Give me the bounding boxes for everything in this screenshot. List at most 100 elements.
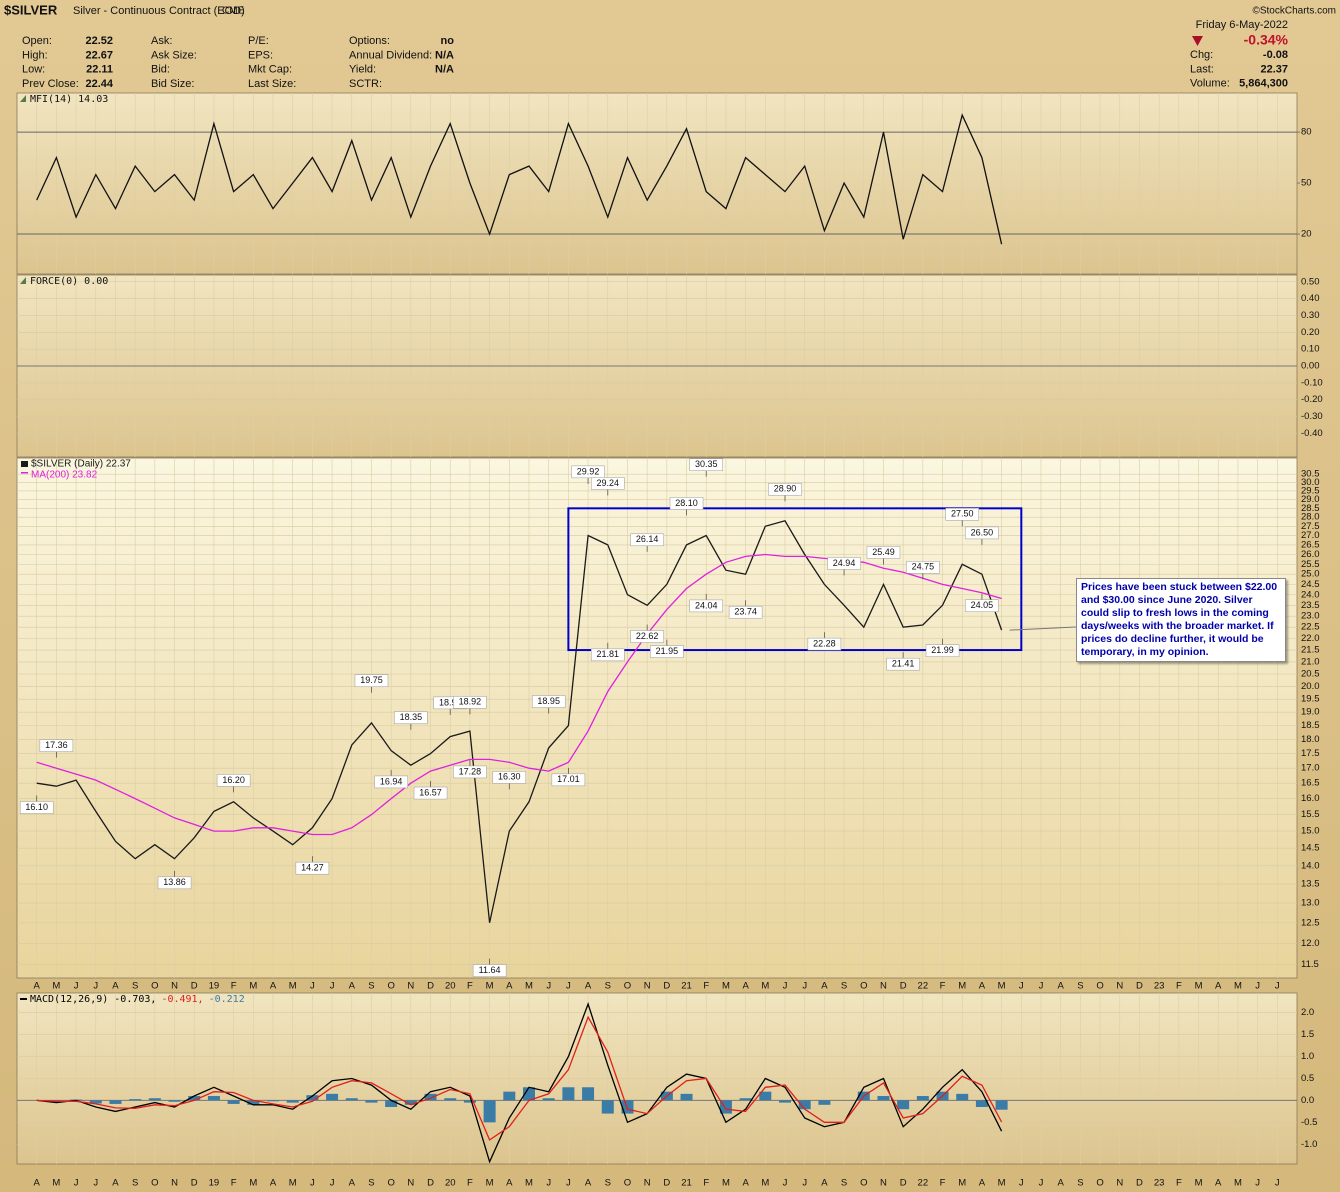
histogram-bar [326,1093,339,1101]
y-tick-label: 15.0 [1301,826,1320,837]
x-tick-label: J [566,1178,571,1189]
annotation-label: 21.95 [656,646,679,656]
annotation-label: 24.05 [971,600,994,610]
annotation-label: 16.57 [419,787,442,797]
histogram-bar [562,1087,575,1101]
x-tick-label: J [330,981,335,992]
x-tick-label: O [151,981,158,992]
x-tick-label: M [1234,981,1242,992]
annotation-box [492,771,527,784]
x-tick-label: J [783,1178,788,1189]
x-tick-label: N [1116,981,1123,992]
legend-swatch [20,998,27,1000]
quote-label: Yield: [349,64,376,76]
x-tick-label: M [958,981,966,992]
x-tick-label: M [761,981,769,992]
annotation-box [965,599,999,612]
x-tick-label: S [368,981,374,992]
x-tick-label: D [191,1178,198,1189]
credit: ©StockCharts.com [1252,6,1336,17]
x-tick-label: A [34,1178,41,1189]
histogram-bar [897,1100,910,1110]
annotation-box [807,637,842,651]
subtitle: Silver - Continuous Contract (EOD) [73,5,245,17]
annotation-box [866,546,901,559]
x-tick-label: O [624,981,631,992]
annotation-box [768,483,802,496]
annotation-box [630,533,664,547]
annotation-label: 16.30 [498,772,521,782]
x-tick-label: N [1116,1178,1123,1189]
annotation-box [689,599,723,613]
x-tick-label: J [1275,981,1280,992]
x-tick-label: J [1255,1178,1260,1189]
x-tick-label: J [546,1178,551,1189]
x-tick-label: M [722,981,730,992]
annotation-label: 26.14 [636,534,659,544]
annotation-box [650,645,684,658]
annotation-label: 23.74 [734,607,757,617]
x-tick-label: J [1039,981,1044,992]
histogram-bar [286,1100,299,1103]
stat-value: 22.37 [1260,63,1288,75]
x-tick-label: M [722,1178,730,1189]
stat-label: Volume: [1190,78,1230,90]
annotation-box [827,557,861,570]
y-tick-label: 1.5 [1301,1029,1314,1040]
x-tick-label: F [703,981,709,992]
histogram-bar [995,1100,1008,1110]
histogram-bar [89,1100,102,1104]
histogram-bar [188,1096,201,1101]
annotation-label: 21.81 [597,649,620,659]
x-tick-label: J [783,981,788,992]
x-tick-label: N [407,1178,414,1189]
x-tick-label: D [1136,981,1143,992]
histogram-bar [424,1093,437,1101]
quote-date: Friday 6-May-2022 [1196,19,1288,31]
quote-label: Ask Size: [151,49,197,61]
annotation-box [945,508,979,521]
y-tick-label: 25.5 [1301,559,1320,570]
legend-swatch [21,472,28,474]
x-tick-label: A [349,1178,356,1189]
legend-label: $SILVER (Daily) 22.37 [31,459,131,470]
histogram-bar [148,1098,161,1101]
x-tick-label: A [34,981,41,992]
histogram-bar [916,1096,929,1101]
annotation-label: 18.92 [459,697,482,707]
histogram-bar [956,1093,969,1101]
x-tick-label: A [821,1178,828,1189]
quote-label: Bid Size: [151,78,194,90]
x-tick-label: A [349,981,356,992]
x-tick-label: N [407,981,414,992]
histogram-bar [168,1100,181,1102]
x-tick-label: F [467,981,473,992]
histogram-bar [601,1100,614,1114]
y-tick-label: 0.5 [1301,1073,1314,1084]
legend-swatch [21,461,28,467]
x-tick-label: 19 [209,981,220,992]
x-tick-label: A [585,1178,592,1189]
histogram-bar [306,1095,319,1101]
histogram-bar [798,1100,811,1110]
x-tick-label: D [427,981,434,992]
y-tick-label: 19.0 [1301,707,1320,718]
y-tick-label: 26.0 [1301,549,1320,560]
annotation-box [728,605,763,619]
legend-label: MACD(12,26,9) -0.703, -0.491, -0.212 [30,994,245,1005]
annotation-box [295,861,330,875]
quote-value: 22.44 [85,78,113,90]
x-tick-label: F [940,1178,946,1189]
annotation-box [669,497,704,510]
annotation-label: 14.27 [301,863,324,873]
x-tick-label: A [979,981,986,992]
quote-label: SCTR: [349,78,382,90]
annotation-label: 18.90 [439,697,462,707]
stat-label: Last: [1190,63,1214,75]
x-tick-label: D [900,981,907,992]
annotation-box [453,696,487,709]
annotation-label: 21.41 [892,659,915,669]
y-tick-label: 26.5 [1301,539,1320,550]
histogram-bar [463,1100,476,1103]
